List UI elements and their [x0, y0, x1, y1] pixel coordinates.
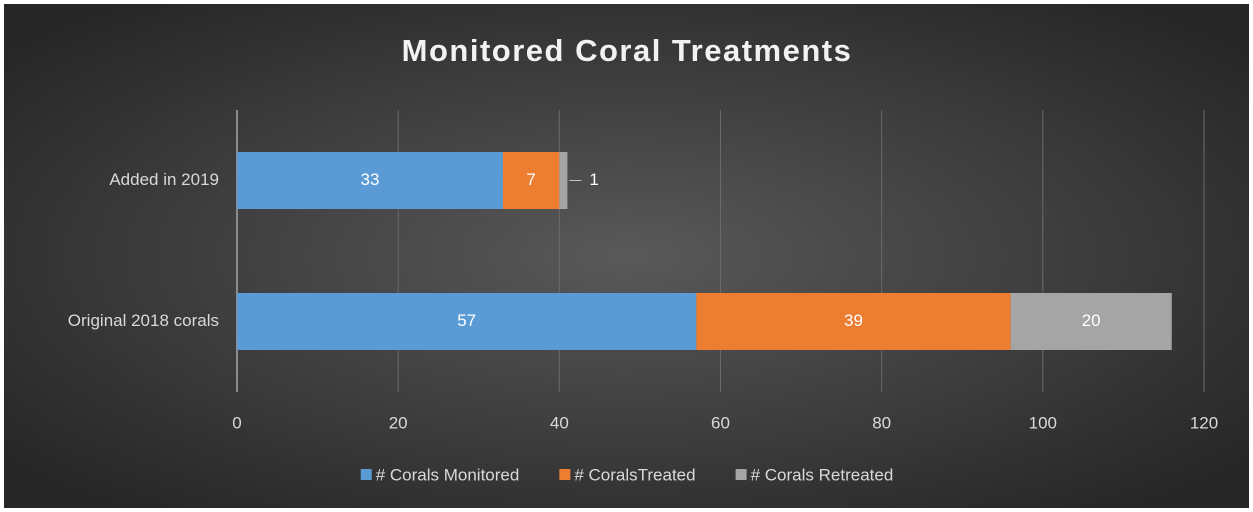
x-tick-label: 120	[1190, 413, 1218, 432]
data-label: 1	[589, 170, 598, 189]
data-label: 57	[457, 311, 476, 330]
data-label: 33	[361, 170, 380, 189]
x-tick-label: 20	[389, 413, 408, 432]
bar-segment	[559, 152, 568, 209]
x-tick-label: 60	[711, 413, 730, 432]
data-label: 39	[844, 311, 863, 330]
chart-title: Monitored Coral Treatments	[402, 33, 853, 68]
legend-swatch	[735, 469, 747, 480]
y-tick-label: Original 2018 corals	[68, 311, 219, 330]
legend-label: # CoralsTreated	[574, 465, 695, 484]
x-tick-label: 0	[232, 413, 241, 432]
legend-label: # Corals Monitored	[376, 465, 520, 484]
legend-label: # Corals Retreated	[751, 465, 894, 484]
y-tick-label: Added in 2019	[109, 170, 219, 189]
bar-segment	[502, 152, 560, 209]
x-tick-label: 40	[550, 413, 569, 432]
data-label: 20	[1082, 311, 1101, 330]
data-label: 7	[526, 170, 535, 189]
legend-swatch	[559, 469, 571, 480]
x-tick-label: 80	[872, 413, 891, 432]
chart-background	[4, 4, 1249, 508]
bar-segment	[237, 293, 697, 350]
bar-segment	[1010, 293, 1172, 350]
x-tick-label: 100	[1029, 413, 1057, 432]
bar-segment	[237, 152, 503, 209]
bar-segment	[696, 293, 1011, 350]
legend-swatch	[360, 469, 372, 480]
